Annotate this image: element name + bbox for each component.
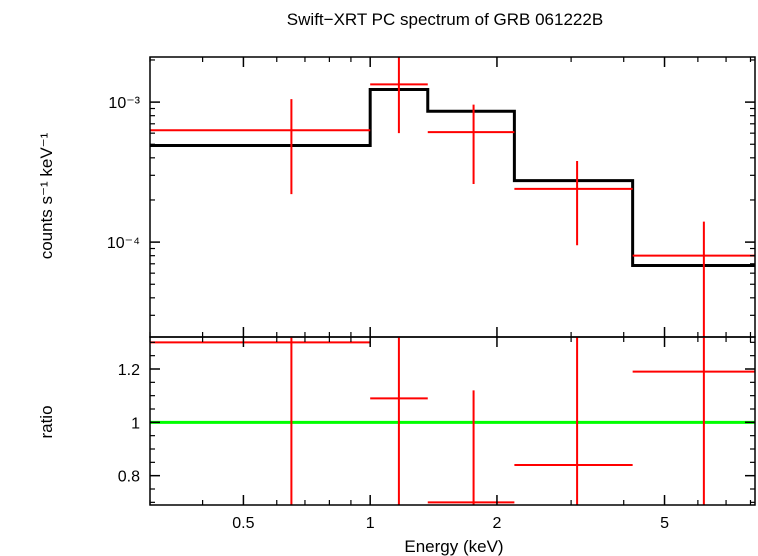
x-tick-label: 0.5 [232, 515, 254, 532]
x-tick-label: 1 [366, 515, 375, 532]
spectrum-ytick-label: 10⁻³ [108, 95, 140, 112]
spectrum-y-axis-label: counts s⁻¹ keV⁻¹ [37, 132, 56, 259]
ratio-ytick-label: 1 [131, 415, 140, 432]
ratio-panel-frame [149, 336, 756, 506]
spectrum-panel-frame [149, 56, 756, 338]
x-tick-label: 5 [660, 515, 669, 532]
ratio-ytick-label: 0.8 [118, 469, 140, 486]
ratio-y-axis-label: ratio [37, 405, 56, 438]
x-axis-label: Energy (keV) [404, 537, 503, 556]
ratio-ytick-label: 1.2 [118, 362, 140, 379]
chart-title: Swift−XRT PC spectrum of GRB 061222B [287, 10, 603, 29]
x-tick-label: 2 [492, 515, 501, 532]
model-step-line [150, 88, 755, 268]
spectrum-ytick-label: 10⁻⁴ [107, 235, 140, 252]
